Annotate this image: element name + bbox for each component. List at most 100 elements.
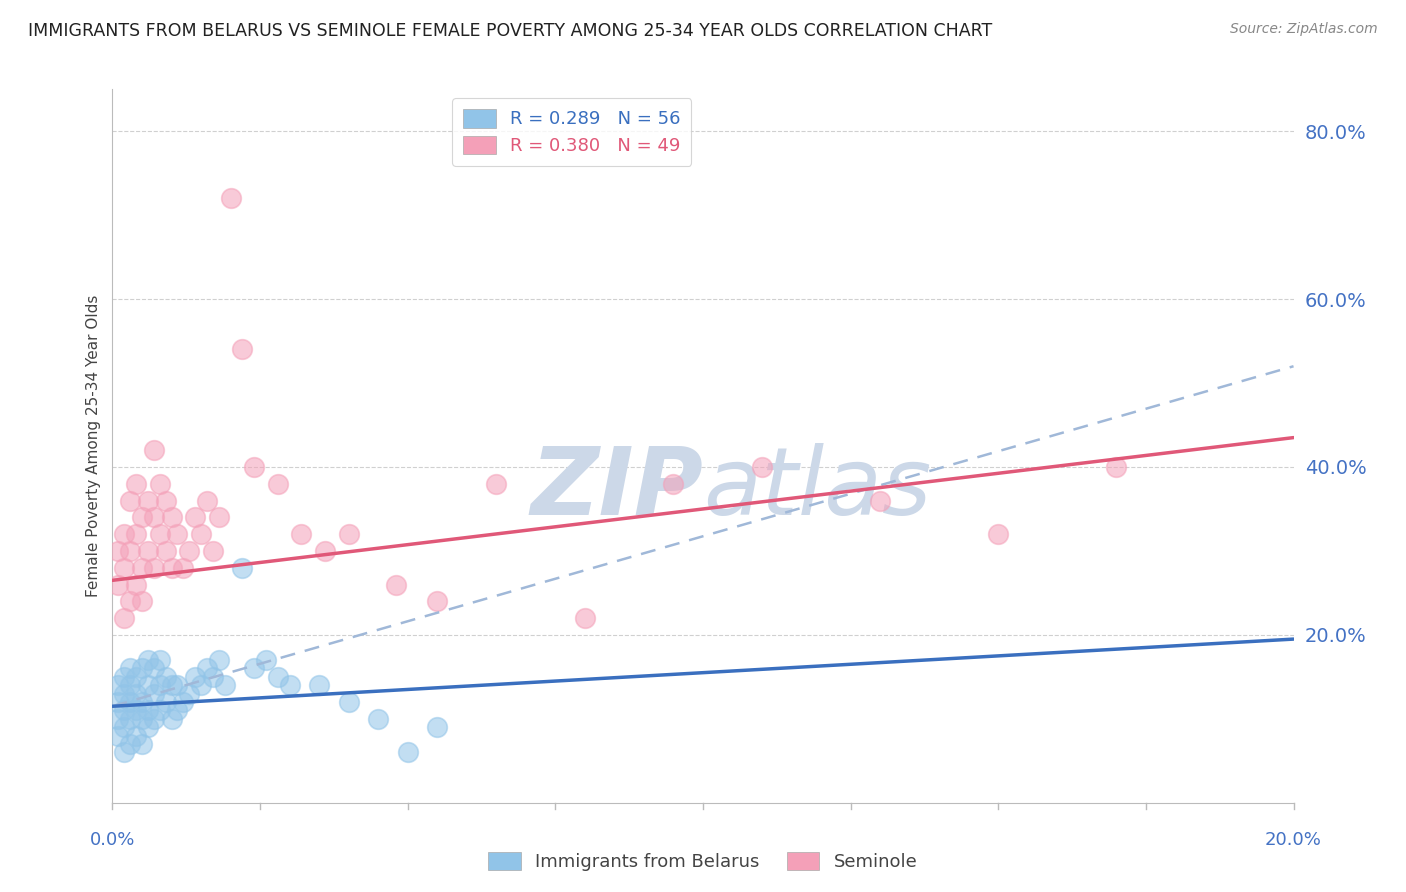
Point <box>869 493 891 508</box>
Point <box>155 695 177 709</box>
Point <box>120 678 142 692</box>
Point <box>166 527 188 541</box>
Point <box>125 729 148 743</box>
Point <box>160 678 183 692</box>
Point <box>107 729 129 743</box>
Point <box>142 560 165 574</box>
Point <box>131 510 153 524</box>
Point <box>166 703 188 717</box>
Y-axis label: Female Poverty Among 25-34 Year Olds: Female Poverty Among 25-34 Year Olds <box>86 295 101 597</box>
Point <box>574 611 596 625</box>
Point <box>107 678 129 692</box>
Point <box>160 510 183 524</box>
Point <box>195 493 218 508</box>
Point <box>172 560 194 574</box>
Text: atlas: atlas <box>703 443 931 534</box>
Point <box>231 343 253 357</box>
Point <box>131 560 153 574</box>
Point <box>243 661 266 675</box>
Point <box>367 712 389 726</box>
Point <box>107 577 129 591</box>
Point <box>166 678 188 692</box>
Point <box>267 670 290 684</box>
Point <box>120 695 142 709</box>
Point <box>208 653 231 667</box>
Point <box>278 678 301 692</box>
Point <box>136 653 159 667</box>
Point <box>112 703 135 717</box>
Point <box>142 510 165 524</box>
Point <box>149 527 172 541</box>
Point <box>125 577 148 591</box>
Point <box>314 544 336 558</box>
Point <box>172 695 194 709</box>
Point <box>120 661 142 675</box>
Point <box>136 720 159 734</box>
Point <box>120 544 142 558</box>
Point <box>131 712 153 726</box>
Point <box>987 527 1010 541</box>
Point <box>290 527 312 541</box>
Point <box>160 712 183 726</box>
Point <box>149 703 172 717</box>
Point <box>142 712 165 726</box>
Point <box>160 560 183 574</box>
Point <box>136 678 159 692</box>
Point <box>267 476 290 491</box>
Point <box>112 746 135 760</box>
Point <box>155 544 177 558</box>
Point <box>125 527 148 541</box>
Point <box>125 670 148 684</box>
Point <box>136 544 159 558</box>
Point <box>131 695 153 709</box>
Point <box>155 670 177 684</box>
Point <box>231 560 253 574</box>
Point <box>131 661 153 675</box>
Point <box>214 678 236 692</box>
Point <box>385 577 408 591</box>
Point <box>195 661 218 675</box>
Point <box>112 720 135 734</box>
Point <box>184 510 207 524</box>
Point <box>136 493 159 508</box>
Point <box>149 678 172 692</box>
Point <box>184 670 207 684</box>
Point <box>125 476 148 491</box>
Point <box>107 712 129 726</box>
Point <box>107 544 129 558</box>
Point <box>208 510 231 524</box>
Text: 0.0%: 0.0% <box>90 830 135 848</box>
Point <box>308 678 330 692</box>
Point <box>337 527 360 541</box>
Point <box>120 737 142 751</box>
Text: 20.0%: 20.0% <box>1265 830 1322 848</box>
Point <box>112 670 135 684</box>
Legend: Immigrants from Belarus, Seminole: Immigrants from Belarus, Seminole <box>481 845 925 879</box>
Point <box>179 687 201 701</box>
Text: IMMIGRANTS FROM BELARUS VS SEMINOLE FEMALE POVERTY AMONG 25-34 YEAR OLDS CORRELA: IMMIGRANTS FROM BELARUS VS SEMINOLE FEMA… <box>28 22 993 40</box>
Point <box>337 695 360 709</box>
Point <box>125 703 148 717</box>
Point <box>112 687 135 701</box>
Point <box>112 560 135 574</box>
Point <box>219 191 242 205</box>
Point <box>149 476 172 491</box>
Point <box>243 460 266 475</box>
Point <box>120 493 142 508</box>
Point <box>149 653 172 667</box>
Text: Source: ZipAtlas.com: Source: ZipAtlas.com <box>1230 22 1378 37</box>
Point <box>142 687 165 701</box>
Point <box>485 476 508 491</box>
Point <box>179 544 201 558</box>
Point <box>426 594 449 608</box>
Point <box>112 611 135 625</box>
Point <box>142 443 165 458</box>
Point <box>142 661 165 675</box>
Point <box>426 720 449 734</box>
Point <box>131 737 153 751</box>
Point <box>107 695 129 709</box>
Point <box>190 527 212 541</box>
Point <box>120 712 142 726</box>
Point <box>201 544 224 558</box>
Point <box>190 678 212 692</box>
